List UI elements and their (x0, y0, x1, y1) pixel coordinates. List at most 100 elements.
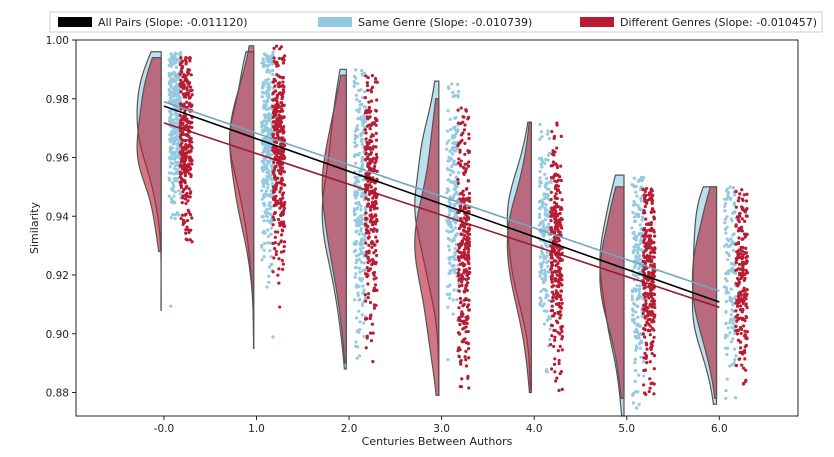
point-same-genre (358, 320, 362, 324)
point-different-genres (272, 169, 276, 173)
point-different-genres (651, 269, 656, 274)
point-different-genres (179, 69, 183, 73)
point-different-genres (457, 284, 461, 288)
x-tick-label: 3.0 (433, 423, 450, 435)
point-different-genres (642, 391, 647, 395)
point-same-genre (453, 184, 458, 188)
point-same-genre (268, 249, 272, 253)
point-same-genre (445, 191, 449, 195)
point-different-genres (558, 190, 562, 195)
point-different-genres (743, 210, 747, 214)
point-different-genres (550, 244, 554, 249)
point-different-genres (555, 121, 559, 125)
point-different-genres (557, 266, 561, 270)
point-different-genres (462, 302, 466, 307)
point-same-genre (729, 313, 733, 317)
point-different-genres (459, 358, 463, 363)
y-tick-label: 0.94 (46, 211, 70, 223)
legend-swatch-all-pairs (58, 17, 92, 27)
point-different-genres (180, 153, 184, 157)
point-different-genres (282, 240, 287, 244)
violin-different-genres (136, 57, 162, 253)
point-same-genre (453, 133, 457, 137)
point-different-genres (647, 272, 651, 277)
point-different-genres (648, 317, 652, 321)
point-different-genres (272, 59, 276, 64)
point-same-genre (358, 107, 362, 111)
point-different-genres (652, 210, 656, 214)
point-same-genre (353, 275, 357, 279)
violin-different-genres (691, 186, 718, 399)
point-same-genre (451, 298, 455, 302)
point-different-genres (183, 114, 187, 118)
point-different-genres (551, 149, 555, 153)
point-different-genres (467, 136, 471, 141)
point-different-genres (552, 293, 556, 297)
point-different-genres (373, 199, 378, 203)
point-same-genre (175, 94, 179, 98)
point-same-genre (638, 239, 643, 243)
point-same-genre (539, 130, 543, 134)
point-different-genres (371, 196, 375, 200)
x-tick-label: 5.0 (618, 423, 635, 435)
point-different-genres (281, 61, 286, 65)
point-same-genre (456, 90, 461, 94)
point-same-genre (363, 296, 367, 300)
point-same-genre (169, 304, 173, 308)
point-different-genres (180, 180, 184, 184)
point-same-genre (639, 248, 644, 252)
point-same-genre (445, 129, 450, 133)
point-same-genre (449, 202, 453, 206)
point-different-genres (648, 251, 653, 255)
point-different-genres (650, 344, 654, 348)
point-same-genre (445, 219, 449, 223)
point-different-genres (460, 340, 464, 344)
point-same-genre (360, 191, 364, 195)
point-different-genres (279, 84, 283, 88)
point-different-genres (369, 331, 373, 335)
point-different-genres (180, 172, 184, 176)
point-same-genre (263, 150, 267, 154)
point-different-genres (649, 220, 653, 225)
point-different-genres (644, 186, 649, 191)
point-different-genres (363, 128, 367, 132)
point-same-genre (265, 153, 269, 157)
point-same-genre (636, 315, 640, 319)
point-different-genres (370, 85, 375, 89)
point-different-genres (275, 99, 279, 103)
point-same-genre (732, 271, 736, 275)
point-different-genres (183, 173, 187, 178)
point-same-genre (362, 113, 366, 117)
point-same-genre (543, 256, 548, 261)
point-different-genres (466, 178, 470, 183)
point-different-genres (190, 140, 194, 144)
point-different-genres (739, 331, 743, 336)
y-tick-label: 0.92 (46, 270, 69, 282)
point-different-genres (643, 266, 647, 270)
point-different-genres (467, 149, 471, 153)
point-different-genres (555, 273, 559, 277)
point-same-genre (733, 358, 737, 362)
point-different-genres (459, 159, 463, 163)
point-different-genres (736, 317, 740, 321)
point-same-genre (175, 134, 179, 138)
point-same-genre (544, 176, 549, 180)
point-different-genres (740, 188, 744, 192)
point-different-genres (278, 156, 282, 161)
point-same-genre (261, 201, 266, 206)
point-same-genre (361, 123, 365, 127)
point-same-genre (363, 268, 367, 272)
point-different-genres (743, 219, 747, 223)
point-different-genres (558, 310, 562, 314)
point-same-genre (357, 309, 361, 313)
point-different-genres (180, 146, 184, 150)
point-same-genre (633, 379, 637, 383)
point-different-genres (464, 257, 468, 261)
point-same-genre (354, 248, 358, 252)
point-different-genres (641, 311, 645, 316)
point-same-genre (269, 255, 273, 259)
point-same-genre (353, 133, 357, 138)
point-different-genres (278, 197, 282, 201)
point-different-genres (745, 288, 749, 292)
point-same-genre (630, 288, 634, 292)
